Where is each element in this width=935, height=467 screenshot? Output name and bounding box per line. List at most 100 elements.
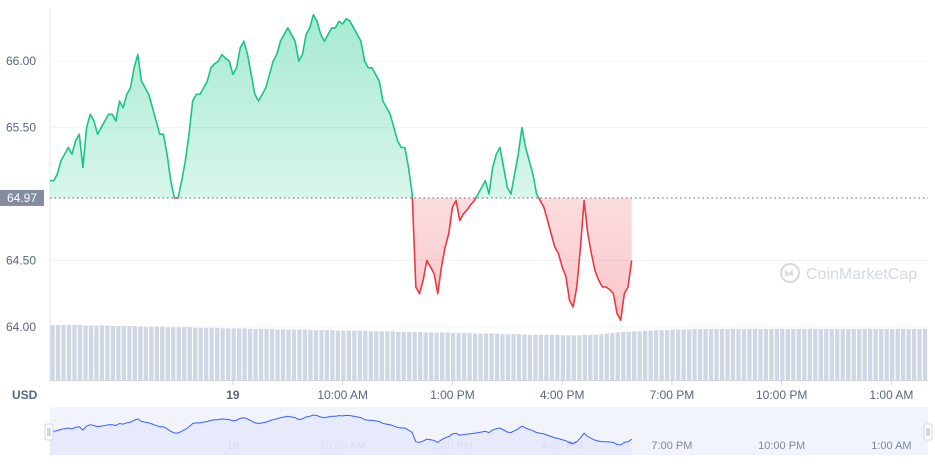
volume-bar — [730, 328, 736, 380]
volume-bar — [796, 328, 801, 380]
volume-bar — [418, 331, 423, 380]
navigator-label-5: 10:00 PM — [758, 440, 805, 452]
volume-bar — [829, 328, 834, 380]
volume-bar — [330, 330, 335, 380]
volume-bar — [505, 334, 511, 380]
volume-bar — [324, 330, 330, 380]
volume-bar — [319, 330, 324, 380]
navigator-left-handle[interactable] — [44, 423, 54, 441]
x-tick-label-1: 10:00 AM — [317, 388, 368, 402]
volume-bar — [818, 328, 823, 380]
volume-bar — [670, 329, 675, 380]
volume-bar — [538, 334, 544, 380]
navigator-right-handle[interactable] — [923, 423, 933, 441]
volume-bar — [785, 328, 791, 380]
volume-bar — [215, 327, 220, 380]
volume-bar — [275, 329, 280, 380]
y-tick-label-3: 64.00 — [6, 320, 36, 334]
volume-bar — [182, 327, 187, 380]
price-line — [50, 13, 633, 322]
volume-bar — [813, 328, 818, 380]
volume-bar — [489, 333, 494, 380]
volume-bar — [286, 329, 291, 380]
reference-value-badge — [0, 189, 44, 206]
volume-bars — [50, 324, 928, 380]
volume-bar — [368, 331, 373, 380]
volume-bar — [357, 330, 362, 380]
volume-bar — [121, 326, 127, 380]
volume-bar — [456, 333, 461, 380]
volume-bar — [187, 327, 192, 380]
volume-bar — [176, 327, 181, 380]
volume-bar — [390, 331, 395, 380]
volume-bar — [906, 328, 911, 380]
volume-bar — [791, 328, 796, 380]
volume-bar — [675, 329, 681, 380]
volume-bar — [472, 333, 478, 380]
volume-bar — [83, 325, 88, 380]
navigator-label-6: 1:00 AM — [871, 440, 911, 452]
volume-bar — [500, 334, 505, 380]
watermark-text: CoinMarketCap — [806, 266, 917, 283]
volume-bar — [752, 328, 758, 380]
volume-bar — [900, 328, 906, 380]
navigator-area — [50, 415, 632, 455]
watermark: CoinMarketCap — [780, 263, 917, 283]
x-tick-label-3: 4:00 PM — [540, 388, 585, 402]
volume-bar — [714, 328, 719, 380]
volume-bar — [659, 330, 664, 380]
volume-bar — [478, 333, 483, 380]
volume-bar — [483, 333, 489, 380]
volume-bar — [851, 328, 856, 380]
volume-bar — [352, 330, 357, 380]
volume-bar — [308, 330, 313, 380]
volume-bar — [66, 324, 72, 380]
x-tick-label-5: 10:00 PM — [756, 388, 807, 402]
volume-bar — [884, 328, 889, 380]
volume-bar — [889, 328, 895, 380]
reference-value-label: 64.97 — [7, 191, 37, 205]
volume-bar — [423, 332, 428, 380]
volume-bar — [862, 328, 867, 380]
volume-bar — [160, 326, 165, 380]
reference-tag: 64.97 — [0, 189, 44, 206]
volume-bar — [824, 328, 829, 380]
volume-bar — [231, 328, 236, 380]
volume-bar — [632, 331, 637, 380]
volume-bar — [593, 334, 598, 380]
volume-bar — [143, 326, 148, 380]
volume-bar — [549, 334, 555, 380]
volume-bar — [138, 326, 143, 380]
volume-bar — [385, 331, 390, 380]
volume-bar — [363, 330, 368, 380]
volume-bar — [802, 328, 807, 380]
volume-bar — [780, 328, 785, 380]
volume-bar — [99, 325, 105, 380]
volume-bar — [149, 326, 154, 380]
volume-bar — [527, 334, 533, 380]
volume-bar — [807, 328, 812, 380]
volume-bar — [297, 329, 302, 380]
volume-bar — [774, 328, 780, 380]
volume-bar — [758, 328, 763, 380]
volume-bar — [346, 330, 352, 380]
x-tick-label-6: 1:00 AM — [869, 388, 913, 402]
x-tick-label-0: 19 — [226, 388, 240, 402]
volume-bar — [560, 335, 566, 380]
volume-bar — [544, 334, 549, 380]
x-tick-label-4: 7:00 PM — [650, 388, 695, 402]
volume-bar — [725, 328, 730, 380]
volume-bar — [494, 333, 500, 380]
volume-bar — [110, 326, 116, 380]
volume-bar — [555, 334, 560, 380]
volume-bar — [911, 328, 917, 380]
volume-bar — [61, 324, 66, 380]
price-line-up — [50, 13, 540, 198]
volume-bar — [154, 326, 159, 380]
volume-bar — [648, 330, 653, 380]
volume-bar — [374, 331, 379, 380]
volume-bar — [741, 328, 747, 380]
